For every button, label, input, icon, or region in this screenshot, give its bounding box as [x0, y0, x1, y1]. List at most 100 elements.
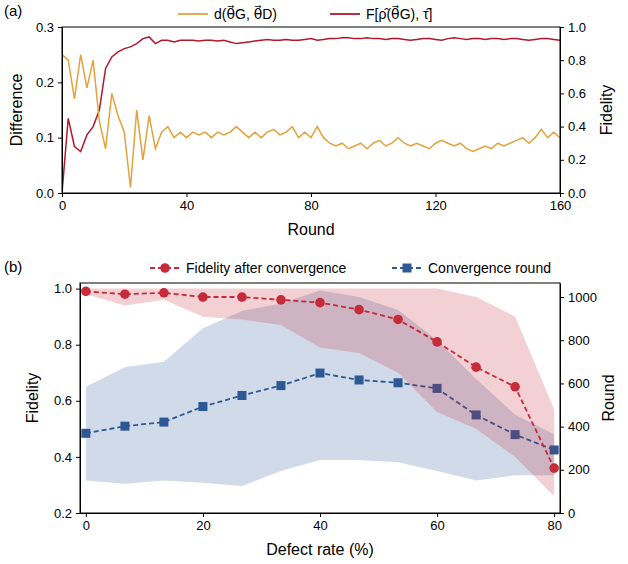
- marker: [159, 418, 168, 427]
- tick: 40: [313, 513, 327, 533]
- legend-marker: [403, 264, 412, 273]
- tick: 80: [304, 193, 318, 213]
- tick-label: 0: [568, 506, 575, 521]
- tick: 800: [560, 333, 590, 348]
- tick-label: 800: [568, 333, 590, 348]
- tick-mark: [560, 60, 564, 61]
- marker: [471, 362, 481, 372]
- plot-frame: [80, 283, 560, 513]
- y-axis-title: Difference: [8, 74, 25, 147]
- legend-label: Convergence round: [428, 260, 551, 276]
- tick: 0.2: [36, 75, 62, 90]
- panel-label: (b): [4, 258, 22, 275]
- tick: 1.0: [560, 20, 586, 35]
- tick-label: 400: [568, 419, 590, 434]
- y2-axis-title: Fidelity: [598, 85, 615, 136]
- chart-root: 040801201600.00.10.20.30.00.20.40.60.81.…: [0, 0, 628, 564]
- marker: [549, 463, 559, 473]
- tick-mark: [560, 160, 564, 161]
- tick-label: 0.2: [54, 506, 72, 521]
- tick-label: 0: [59, 198, 66, 213]
- tick: 0.3: [36, 20, 62, 35]
- tick-label: 0.6: [568, 86, 586, 101]
- tick-mark: [58, 193, 62, 194]
- x-axis: 020406080: [81, 513, 562, 533]
- band: [86, 289, 554, 497]
- legend: d(θ⃗G, θ⃗D)F[ρ̂(θ⃗G), τ̂]: [178, 5, 432, 22]
- tick-label: 80: [547, 518, 561, 533]
- tick-label: 60: [430, 518, 444, 533]
- x-axis-title: Round: [287, 221, 334, 238]
- marker: [510, 382, 520, 392]
- marker: [159, 288, 169, 298]
- tick: 0.0: [560, 186, 586, 201]
- panel: 040801201600.00.10.20.30.00.20.40.60.81.…: [4, 2, 615, 238]
- tick: 80: [547, 513, 561, 533]
- tick: 0.2: [54, 506, 80, 521]
- tick-mark: [560, 470, 564, 471]
- tick: 600: [560, 376, 590, 391]
- tick-label: 1.0: [568, 20, 586, 35]
- tick-label: 80: [304, 198, 318, 213]
- tick-mark: [436, 193, 437, 197]
- marker: [276, 381, 285, 390]
- tick-mark: [76, 345, 80, 346]
- tick: 0.8: [560, 53, 586, 68]
- tick-label: 0.1: [36, 130, 54, 145]
- marker: [237, 391, 246, 400]
- x-axis: 04080120160: [59, 193, 571, 213]
- tick-mark: [76, 289, 80, 290]
- tick: 400: [560, 419, 590, 434]
- y2-axis-title: Round: [600, 374, 617, 421]
- y2-axis: 0.00.20.40.60.81.0: [560, 20, 586, 201]
- tick-label: 40: [313, 518, 327, 533]
- y2-axis: 02004006008001000: [560, 284, 597, 521]
- tick: 0.6: [54, 393, 80, 408]
- tick-label: 1.0: [54, 281, 72, 296]
- tick: 0.6: [560, 86, 586, 101]
- tick-label: 0.4: [568, 119, 586, 134]
- legend-label: F[ρ̂(θ⃗G), τ̂]: [366, 5, 432, 22]
- y-axis: 0.20.40.60.81.0: [54, 281, 81, 520]
- tick-mark: [86, 513, 87, 517]
- panel-label: (a): [4, 2, 22, 19]
- tick-label: 0.0: [36, 186, 54, 201]
- figure: 040801201600.00.10.20.30.00.20.40.60.81.…: [0, 0, 628, 564]
- tick-mark: [560, 127, 564, 128]
- tick-mark: [560, 27, 564, 28]
- tick-mark: [311, 193, 312, 197]
- tick: 40: [180, 193, 194, 213]
- marker: [355, 375, 364, 384]
- tick-mark: [76, 513, 80, 514]
- tick-mark: [62, 193, 63, 197]
- tick-mark: [560, 340, 564, 341]
- tick: 0.4: [560, 119, 586, 134]
- marker: [198, 402, 207, 411]
- marker: [120, 422, 129, 431]
- legend-line: [178, 13, 208, 15]
- tick: 1000: [560, 290, 597, 305]
- tick-mark: [560, 297, 564, 298]
- tick-mark: [560, 383, 564, 384]
- tick-label: 0.8: [54, 337, 72, 352]
- tick-mark: [187, 193, 188, 197]
- legend-line: [330, 13, 360, 15]
- legend-label: Fidelity after convergence: [186, 260, 347, 276]
- tick-label: 0.6: [54, 393, 72, 408]
- marker: [394, 378, 403, 387]
- marker: [120, 289, 130, 299]
- marker: [315, 298, 325, 308]
- x-axis-title: Defect rate (%): [266, 541, 374, 558]
- series-line: [86, 291, 554, 468]
- y2-axis-line: [560, 28, 561, 194]
- tick: 20: [196, 513, 210, 533]
- tick-mark: [76, 457, 80, 458]
- tick: 0.1: [36, 130, 62, 145]
- marker: [81, 429, 90, 438]
- tick: 0.0: [36, 186, 62, 201]
- plot-area: [81, 287, 559, 497]
- y2-axis-line: [560, 284, 561, 514]
- marker: [276, 295, 286, 305]
- tick-label: 600: [568, 376, 590, 391]
- marker: [432, 337, 442, 347]
